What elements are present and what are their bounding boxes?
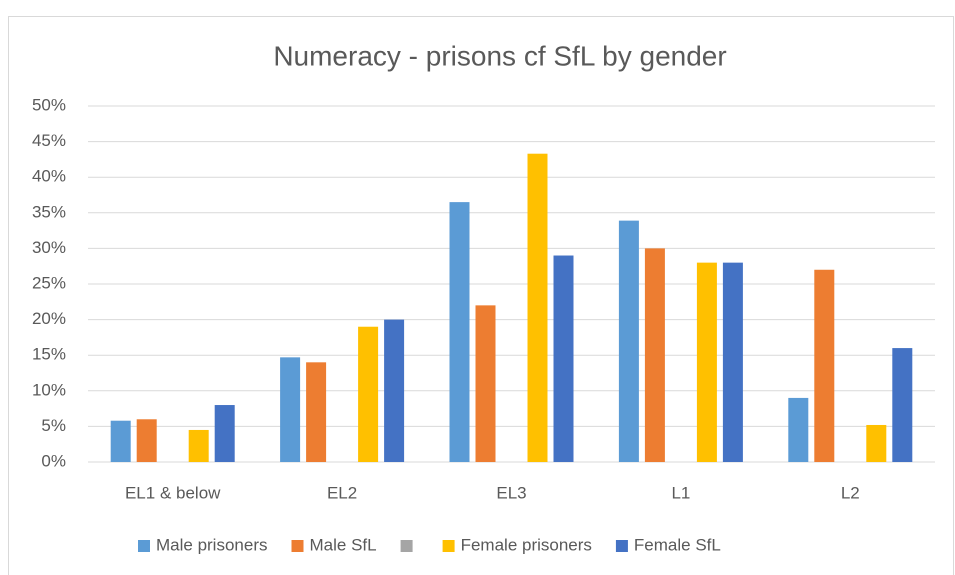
bar	[892, 348, 913, 462]
bar	[866, 424, 887, 462]
x-tick-label: EL3	[496, 483, 526, 502]
bar	[644, 248, 665, 462]
y-tick-label: 30%	[32, 238, 66, 257]
bar	[722, 262, 743, 462]
bar	[280, 357, 301, 462]
x-tick-label: L2	[841, 483, 860, 502]
bar	[553, 255, 574, 462]
legend-swatch	[291, 540, 304, 552]
y-tick-label: 40%	[32, 167, 66, 186]
bar	[214, 405, 235, 462]
x-tick-label: EL2	[327, 483, 357, 502]
bar	[788, 397, 809, 462]
legend-label: Male SfL	[310, 535, 377, 554]
bar	[306, 362, 327, 462]
legend-swatch	[442, 540, 455, 552]
legend-label: Female prisoners	[461, 535, 592, 554]
y-tick-label: 15%	[32, 345, 66, 364]
y-tick-label: 45%	[32, 131, 66, 150]
bar	[136, 419, 157, 462]
bar	[110, 420, 131, 462]
y-tick-label: 0%	[41, 451, 66, 470]
chart-title: Numeracy - prisons cf SfL by gender	[273, 40, 726, 71]
bar	[527, 153, 548, 463]
x-tick-label: L1	[671, 483, 690, 502]
y-tick-label: 20%	[32, 309, 66, 328]
y-tick-label: 50%	[32, 95, 66, 114]
legend-swatch	[615, 540, 628, 552]
bar	[384, 319, 405, 462]
bar	[475, 305, 496, 462]
legend-swatch	[400, 540, 413, 552]
y-tick-label: 5%	[41, 416, 66, 435]
chart-border	[8, 16, 954, 575]
legend-label: Male prisoners	[156, 535, 268, 554]
bar	[358, 326, 379, 462]
bar	[814, 269, 835, 462]
x-tick-label: EL1 & below	[125, 483, 221, 502]
y-tick-label: 25%	[32, 273, 66, 292]
bar	[188, 429, 209, 462]
y-tick-label: 10%	[32, 380, 66, 399]
legend-label: Female SfL	[634, 535, 721, 554]
bar	[449, 202, 470, 462]
bar	[696, 262, 717, 462]
y-tick-label: 35%	[32, 202, 66, 221]
legend-swatch	[138, 540, 150, 552]
bar	[618, 220, 639, 462]
